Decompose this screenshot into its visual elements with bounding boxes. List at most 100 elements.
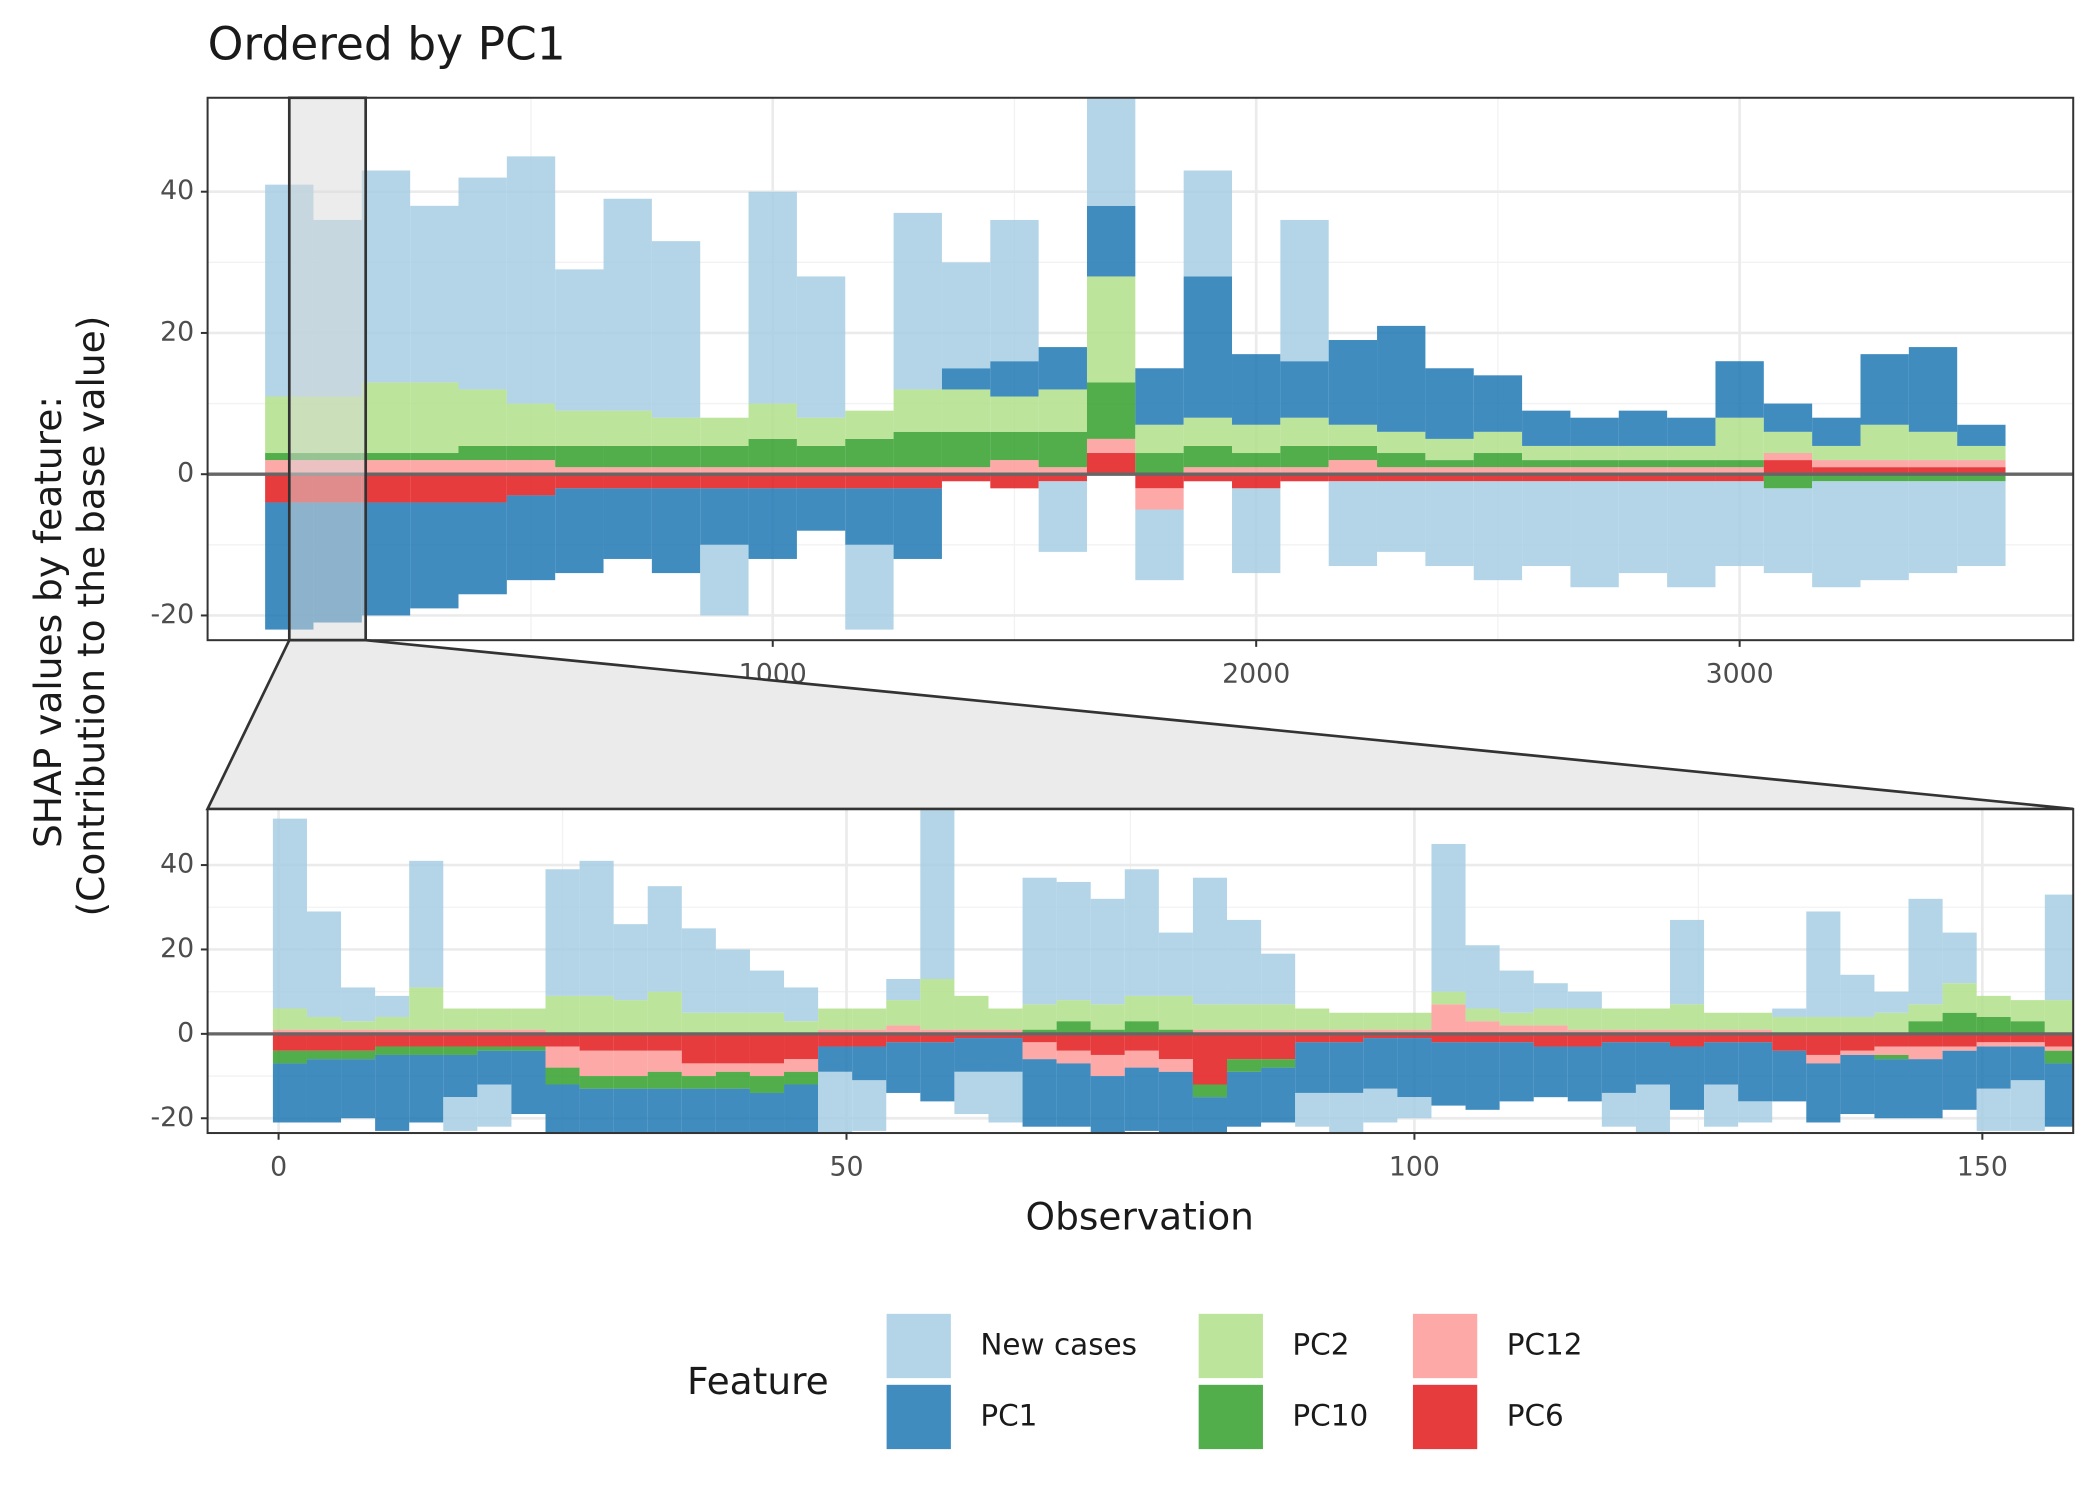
bar-segment <box>941 431 991 468</box>
bar-segment <box>784 987 819 1022</box>
bar-segment <box>1158 1033 1193 1060</box>
bar-segment <box>1715 417 1764 461</box>
bar-segment <box>477 1008 512 1030</box>
bar-segment <box>1601 1029 1636 1034</box>
bar-segment <box>715 1071 750 1089</box>
bar-segment <box>1038 474 1087 482</box>
bar-segment <box>748 191 797 404</box>
bar-segment <box>1086 97 1136 206</box>
bar-segment <box>1261 1004 1296 1030</box>
bar-segment <box>1874 1033 1909 1047</box>
bar-segment <box>341 1021 376 1030</box>
bar-segment <box>511 1029 546 1034</box>
bar-segment <box>1763 453 1813 461</box>
bar-segment <box>990 460 1039 475</box>
bar-segment <box>715 1012 750 1034</box>
bar-segment <box>941 474 991 482</box>
bar-segment <box>1908 1021 1943 1034</box>
bar-segment <box>443 1097 478 1131</box>
bar-segment <box>443 1033 478 1047</box>
bar-segment <box>845 488 894 545</box>
bar-segment <box>818 1033 853 1047</box>
bar-segment <box>1473 375 1523 432</box>
bar-segment <box>1056 1050 1091 1064</box>
bar-segment <box>409 1046 444 1055</box>
bar-segment <box>954 1033 989 1039</box>
bar-segment <box>1601 1042 1636 1093</box>
bar-segment <box>1667 474 1716 482</box>
bar-segment <box>555 488 604 574</box>
bar-segment <box>603 198 652 411</box>
bar-segment <box>1232 354 1281 425</box>
bar-segment <box>341 1029 376 1034</box>
bar-segment <box>1086 276 1136 383</box>
bar-segment <box>988 1038 1023 1072</box>
bar-segment <box>1329 1092 1364 1134</box>
bar-segment <box>1763 431 1813 454</box>
bar-segment <box>1667 467 1716 475</box>
bar-segment <box>1425 460 1474 468</box>
bar-segment <box>361 170 411 383</box>
bar-segment <box>409 987 444 1030</box>
bar-segment <box>1669 1004 1705 1030</box>
bar-segment <box>1618 410 1668 446</box>
bar-segment <box>375 1054 410 1131</box>
bars <box>265 97 2006 630</box>
bar-segment <box>920 1042 955 1102</box>
bar-segment <box>1570 417 1619 446</box>
bar-segment <box>1022 1042 1057 1060</box>
bar-segment <box>1183 474 1233 482</box>
bar-segment <box>1957 445 2006 461</box>
bar-segment <box>1329 1033 1364 1043</box>
bar-segment <box>511 1033 546 1047</box>
bar-segment <box>796 417 846 446</box>
bar-segment <box>749 1063 785 1077</box>
zoom-connector <box>205 638 2074 811</box>
bar-segment <box>954 1029 989 1034</box>
bar-segment <box>1522 481 1571 567</box>
bar-segment <box>1158 1059 1193 1072</box>
bar-segment <box>1908 1046 1943 1060</box>
bar-segment <box>555 410 604 446</box>
bar-segment <box>1261 953 1296 1005</box>
bar-segment <box>1295 1092 1330 1127</box>
bar-segment <box>2010 1000 2045 1022</box>
bar-segment <box>1715 361 1764 418</box>
legend-key <box>1412 1384 1478 1450</box>
bar-segment <box>2010 1046 2045 1081</box>
bar-segment <box>1499 1025 1534 1034</box>
bar-segment <box>1280 417 1329 446</box>
bar-segment <box>545 869 580 996</box>
bar-segment <box>1533 983 1568 1009</box>
bar-segment <box>506 403 556 446</box>
bar-segment <box>749 1033 785 1064</box>
y-tick-label: -20 <box>150 1102 194 1133</box>
bar-segment <box>1908 1059 1943 1119</box>
bar-segment <box>920 810 955 980</box>
bar-segment <box>1363 1088 1398 1123</box>
bar-segment <box>1328 340 1378 425</box>
bar-segment <box>990 474 1039 489</box>
bar-segment <box>647 1033 682 1051</box>
bar-segment <box>511 1050 546 1115</box>
bar-segment <box>1280 445 1329 468</box>
legend-key <box>886 1384 951 1450</box>
bar-segment <box>458 502 507 595</box>
bar-segment <box>941 262 991 369</box>
y-tick-label: 40 <box>160 849 194 880</box>
bar-segment <box>796 467 846 475</box>
bar-segment <box>796 445 846 468</box>
bar-segment <box>893 389 942 432</box>
bar-segment <box>341 1059 376 1119</box>
bar-segment <box>1261 1059 1296 1068</box>
bar-segment <box>1874 991 1909 1013</box>
bar-segment <box>893 431 942 468</box>
bar-segment <box>1038 481 1087 552</box>
bar-segment <box>511 1008 546 1030</box>
bar-segment <box>1397 1033 1432 1039</box>
bar-segment <box>1908 474 1958 482</box>
bar-segment <box>506 156 556 404</box>
bar-segment <box>852 1046 887 1081</box>
bar-segment <box>1280 361 1329 418</box>
bar-segment <box>1499 970 1534 1013</box>
